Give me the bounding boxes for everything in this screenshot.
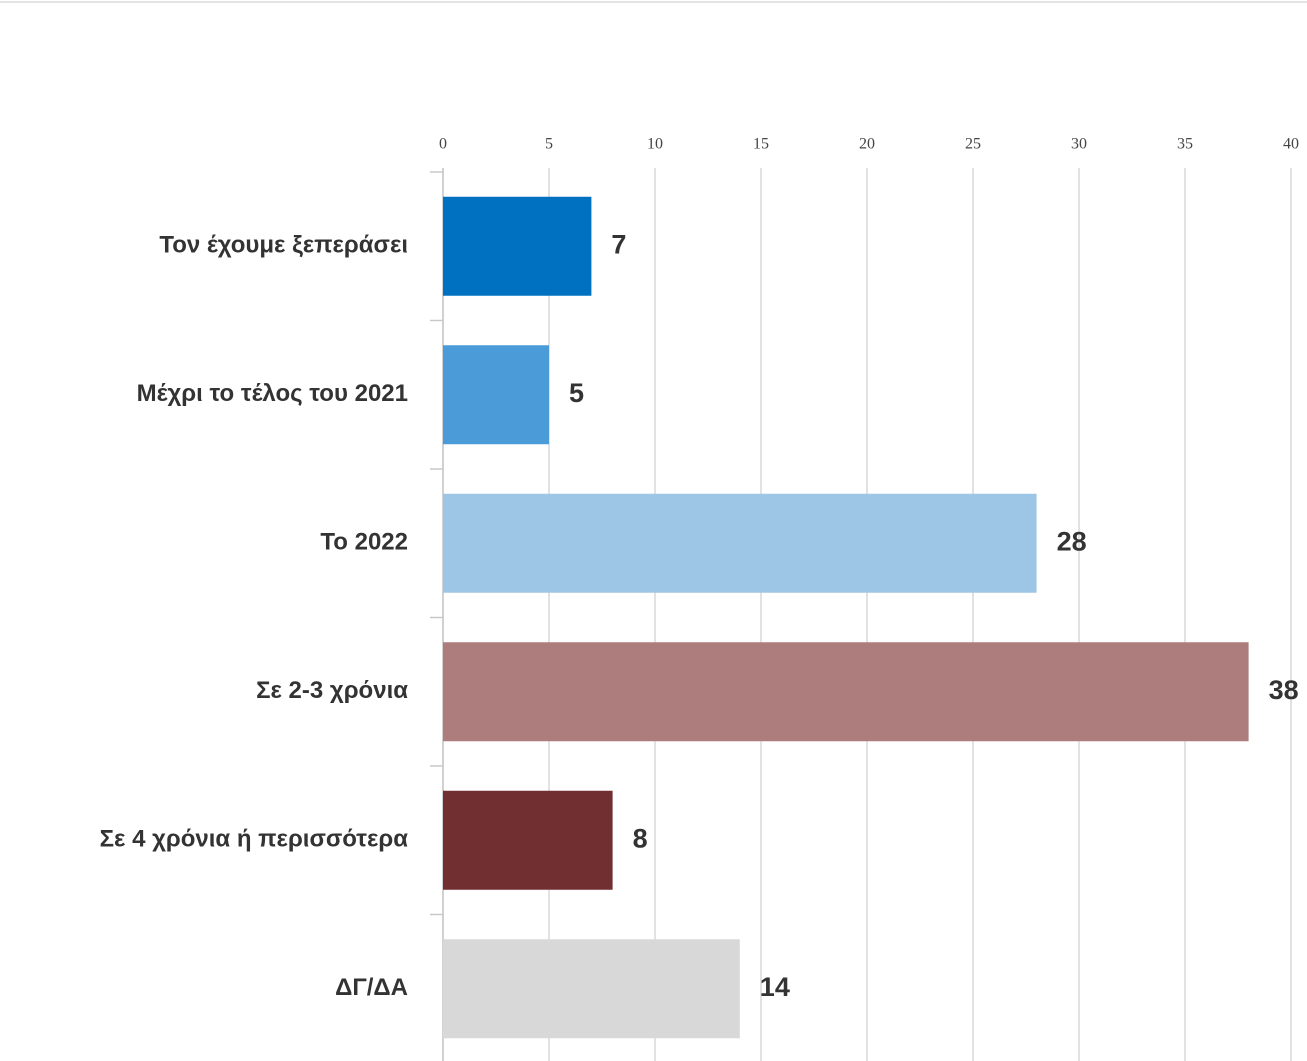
x-tick-label: 30 <box>1071 136 1087 153</box>
category-label: Μέχρι το τέλος του 2021 <box>137 380 408 407</box>
bar <box>443 196 592 296</box>
x-tick-label: 0 <box>439 136 447 153</box>
category-label: ΔΓ/ΔΑ <box>335 974 408 1001</box>
category-label: Τον έχουμε ξεπεράσει <box>159 232 408 259</box>
x-tick-label: 20 <box>859 136 875 153</box>
x-tick-label: 35 <box>1177 136 1193 153</box>
value-label: 14 <box>760 972 790 1002</box>
bar <box>443 642 1249 742</box>
x-tick-label: 40 <box>1283 136 1299 153</box>
bar <box>443 345 549 445</box>
category-label: Σε 2-3 χρόνια <box>256 677 408 704</box>
value-label: 28 <box>1057 526 1087 556</box>
bar <box>443 790 613 890</box>
bar <box>443 493 1037 593</box>
x-tick-label: 10 <box>647 136 663 153</box>
x-tick-label: 5 <box>545 136 553 153</box>
category-label: Σε 4 χρόνια ή περισσότερα <box>100 826 409 853</box>
x-tick-label: 25 <box>965 136 981 153</box>
x-tick-label: 15 <box>753 136 769 153</box>
category-label: Το 2022 <box>320 529 408 556</box>
bar <box>443 939 740 1039</box>
value-label: 7 <box>611 229 626 259</box>
value-label: 38 <box>1269 675 1299 705</box>
value-label: 5 <box>569 378 584 408</box>
value-label: 8 <box>633 823 648 853</box>
